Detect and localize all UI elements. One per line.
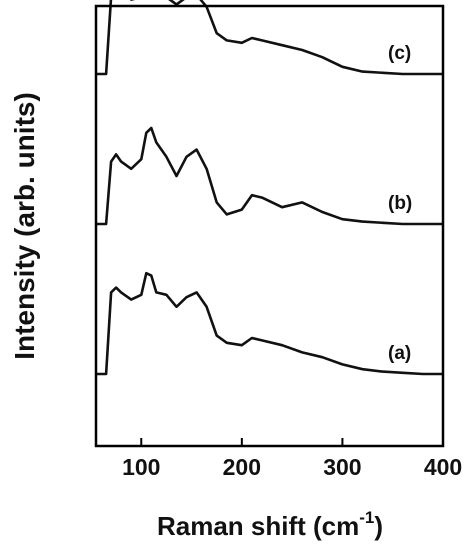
x-axis-title-tail: ) bbox=[374, 511, 383, 541]
spectrum-line-1 bbox=[96, 271, 443, 376]
spectrum-line-2 bbox=[96, 126, 443, 226]
x-axis-title: Raman shift (cm-1) bbox=[157, 508, 383, 541]
x-tick-label-3: 300 bbox=[323, 454, 361, 480]
curve-label-1: (a) bbox=[388, 343, 411, 364]
plot-frame bbox=[94, 4, 445, 448]
x-tick-label-1: 100 bbox=[122, 454, 160, 480]
x-ticks-group: 100 200 300 400 bbox=[122, 438, 462, 480]
curve-labels-group: (a) (b) (c) bbox=[388, 43, 412, 364]
x-axis-title-main: Raman shift (cm bbox=[157, 511, 359, 541]
x-axis-title-superscript: -1 bbox=[359, 508, 374, 527]
x-tick-label-2: 200 bbox=[223, 454, 261, 480]
curve-label-2: (b) bbox=[388, 193, 412, 214]
y-axis-title: Intensity (arb. units) bbox=[9, 92, 40, 360]
curve-label-3: (c) bbox=[388, 43, 411, 64]
x-tick-label-4: 400 bbox=[424, 454, 462, 480]
